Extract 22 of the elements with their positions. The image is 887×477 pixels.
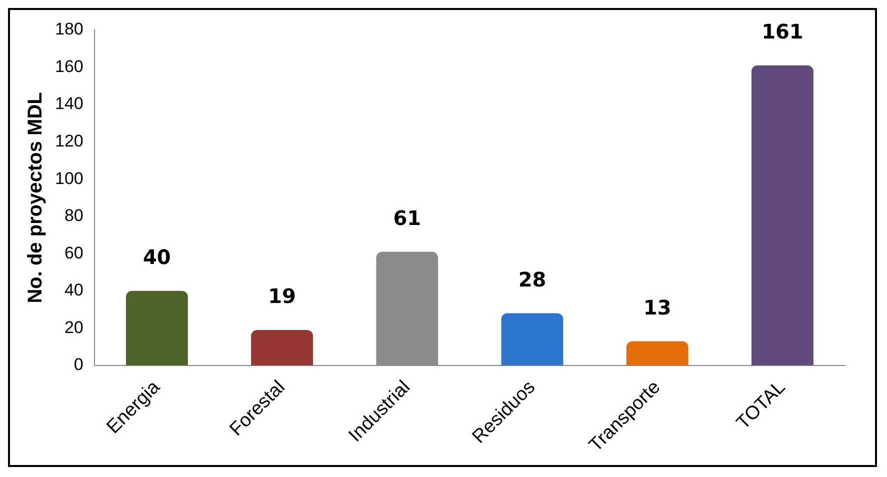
y-tick-label: 180 (54, 20, 84, 39)
y-tick-label: 100 (54, 168, 84, 188)
data-label: 161 (762, 20, 804, 44)
bar (126, 290, 188, 366)
y-tick-label: 80 (64, 206, 84, 226)
data-label: 40 (142, 245, 171, 270)
bar (251, 330, 313, 366)
y-tick-label: 140 (54, 94, 84, 114)
y-axis-title: No. de proyectos MDL (24, 92, 47, 304)
y-tick-label: 0 (74, 355, 84, 374)
data-label: 61 (393, 206, 422, 230)
y-tick-label: 40 (64, 280, 84, 300)
bar (626, 341, 688, 366)
bar (501, 313, 564, 366)
y-tick-label: 20 (64, 318, 84, 337)
y-tick-label: 160 (54, 56, 84, 76)
y-tick-label: 60 (64, 243, 84, 262)
y-tick-label: 120 (54, 131, 84, 150)
data-label: 28 (518, 267, 546, 292)
data-label: 19 (268, 284, 296, 308)
bar (751, 65, 814, 366)
data-label: 13 (643, 295, 672, 320)
